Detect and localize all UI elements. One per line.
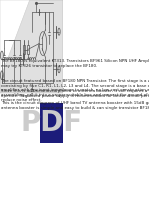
Circle shape <box>39 32 47 55</box>
Circle shape <box>0 51 3 60</box>
Bar <box>27 45 29 54</box>
Text: The BF180 is equivalent KT313. Transistors BF961 Silicon NPN UHF Amplifier Direc: The BF180 is equivalent KT313. Transisto… <box>1 59 149 68</box>
Text: +: + <box>34 1 37 5</box>
Circle shape <box>0 71 3 80</box>
Circle shape <box>58 66 60 73</box>
Text: Since this is an unenclosed placed to antenna booster, it still requires a 12v p: Since this is an unenclosed placed to an… <box>1 89 149 98</box>
Bar <box>23 45 25 54</box>
Polygon shape <box>0 0 30 79</box>
Text: PDF: PDF <box>20 109 82 137</box>
Text: The circuit featured based on BF180 NPN Transistor. The first stage is a wideban: The circuit featured based on BF180 NPN … <box>1 79 149 102</box>
Circle shape <box>58 28 60 35</box>
Text: This is the circuit diagram of UHF band TV antenna booster with 15dB gain power.: This is the circuit diagram of UHF band … <box>1 101 149 110</box>
Bar <box>0 0 63 93</box>
Bar <box>40 103 63 143</box>
